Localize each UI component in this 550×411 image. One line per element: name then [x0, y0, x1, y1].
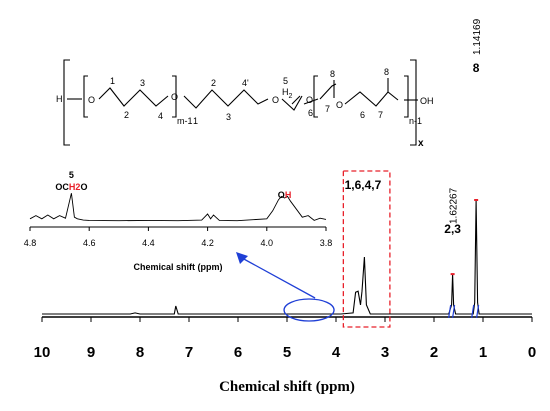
x-label: x — [418, 138, 424, 149]
main-tick-label: 1 — [479, 344, 487, 361]
inset-tick-label: 3.8 — [320, 238, 333, 248]
main-tick-label: 9 — [87, 344, 95, 361]
outer-bracket-right — [410, 59, 417, 146]
butyl-chain-2 — [183, 89, 269, 109]
main-tick-label: 5 — [283, 344, 291, 361]
integration-mark — [451, 304, 456, 319]
inset-tick-label: 4.4 — [142, 238, 155, 248]
m-bracket-left — [83, 75, 88, 118]
chemical-structure — [63, 59, 418, 146]
inset-tick-label: 4.2 — [201, 238, 214, 248]
bond-seg2 — [303, 98, 319, 105]
highlight-box — [342, 170, 391, 328]
main-peak-value: 1.62267 — [449, 187, 460, 224]
inset-peak-number: 5 — [69, 170, 74, 180]
num-2-right: 2 — [211, 78, 216, 88]
main-peak-labels: 1,6,4,7 2,3 8 1.62267 1.14169 — [345, 18, 483, 319]
num-3: 3 — [140, 78, 145, 88]
n-bracket-right — [404, 75, 409, 118]
inset-trace — [29, 193, 327, 222]
m-bracket-right — [172, 75, 177, 118]
butyl-chain-1 — [98, 87, 169, 107]
integration-mark — [471, 304, 475, 319]
oh-cap: OH — [420, 96, 434, 106]
inset-x-label: Chemical shift (ppm) — [133, 262, 222, 272]
atom-o-2: O — [171, 92, 178, 102]
main-tick-label: 4 — [332, 344, 341, 361]
m-label: m-1 — [177, 116, 193, 126]
main-trace — [42, 199, 532, 315]
main-tick-label: 0 — [528, 344, 536, 361]
atom-o-1: O — [88, 95, 95, 105]
inset-spectrum: 4.8 4.6 4.4 4.2 4.0 3.8 Chemical shift (ppm) … — [24, 170, 333, 272]
inset-peak-label-oh: OH — [278, 190, 292, 200]
chain-n — [344, 91, 399, 107]
num-1-right: 1 — [193, 116, 198, 126]
bond-seg — [291, 95, 301, 105]
num-7b: 7 — [378, 110, 383, 120]
methylene-bond — [281, 95, 303, 111]
inset-tick-label: 4.6 — [83, 238, 96, 248]
main-x-label: Chemical shift (ppm) — [219, 379, 355, 395]
n-bracket-left — [313, 75, 318, 118]
main-tick-label: 2 — [430, 344, 438, 361]
num-4p: 4' — [242, 78, 249, 88]
main-tick-label: 8 — [136, 344, 144, 361]
region-ellipse — [283, 298, 335, 322]
main-tick-label: 10 — [34, 344, 51, 361]
structure-labels: H O O O O O OH H2 1 3 2 4 m-1 2 4' 1 3 5… — [56, 67, 434, 149]
inset-ticks: 4.8 4.6 4.4 4.2 4.0 3.8 — [24, 227, 333, 248]
bond-8 — [319, 83, 337, 100]
main-tick-label: 7 — [185, 344, 193, 361]
main-tick-label: 6 — [234, 344, 242, 361]
main-peak-label: 2,3 — [444, 222, 461, 236]
inset-tick-label: 4.0 — [261, 238, 274, 248]
num-6: 6 — [360, 110, 365, 120]
num-6p: 6' — [308, 108, 315, 118]
inset-peak-label-och2o: OCH2O — [55, 182, 87, 192]
inset-tick-label: 4.8 — [24, 238, 37, 248]
zoom-arrow — [241, 257, 316, 299]
num-2: 2 — [124, 110, 129, 120]
n-label: n-1 — [409, 116, 422, 126]
outer-bracket-left — [63, 59, 70, 146]
h2-label: H2 — [282, 87, 293, 100]
atom-o-5: O — [336, 100, 343, 110]
num-1: 1 — [110, 76, 115, 86]
num-5: 5 — [283, 76, 288, 86]
main-peak-label: 8 — [473, 61, 480, 75]
h-cap: H — [56, 94, 63, 104]
main-peak-label: 1,6,4,7 — [345, 178, 382, 192]
main-ticks: 10 9 8 7 6 5 4 3 2 1 0 — [34, 317, 536, 361]
num-7a: 7 — [325, 104, 330, 114]
zoom-arrowhead — [236, 252, 248, 264]
main-peak-value: 1.14169 — [472, 18, 483, 55]
num-8a: 8 — [330, 69, 335, 79]
inset-peak-labels: 5 OCH2O OH — [55, 170, 291, 200]
atom-o-3: O — [272, 95, 279, 105]
atom-o-4: O — [306, 95, 313, 105]
num-8b: 8 — [384, 67, 389, 77]
integration-mark — [448, 304, 452, 319]
integration-mark — [475, 304, 480, 319]
num-4: 4 — [158, 111, 163, 121]
num-3-right: 3 — [226, 112, 231, 122]
main-tick-label: 3 — [381, 344, 389, 361]
main-spectrum: 10 9 8 7 6 5 4 3 2 1 0 Chemical shift (ppm) 1,6,4,… — [34, 18, 537, 395]
